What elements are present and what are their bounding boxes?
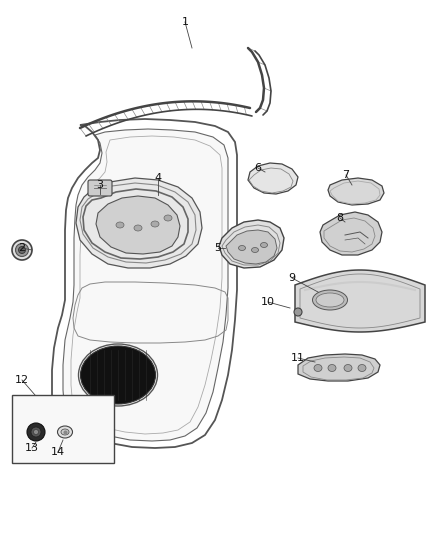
Ellipse shape — [328, 365, 336, 372]
Ellipse shape — [294, 308, 302, 316]
Ellipse shape — [18, 246, 25, 254]
Bar — [12, 395, 114, 463]
Polygon shape — [96, 196, 180, 254]
Ellipse shape — [27, 423, 45, 441]
Ellipse shape — [358, 365, 366, 372]
Polygon shape — [320, 212, 382, 255]
Text: 8: 8 — [336, 213, 343, 223]
Text: 7: 7 — [343, 170, 350, 180]
Polygon shape — [248, 163, 298, 194]
Ellipse shape — [151, 221, 159, 227]
Text: 3: 3 — [96, 180, 103, 190]
Polygon shape — [295, 270, 425, 332]
Polygon shape — [226, 230, 277, 264]
Polygon shape — [328, 178, 384, 205]
Text: 6: 6 — [254, 163, 261, 173]
Ellipse shape — [15, 244, 28, 256]
Ellipse shape — [57, 426, 73, 438]
Ellipse shape — [33, 430, 39, 434]
Ellipse shape — [261, 243, 268, 247]
Polygon shape — [298, 354, 380, 381]
Ellipse shape — [134, 225, 142, 231]
Ellipse shape — [251, 247, 258, 253]
Ellipse shape — [12, 240, 32, 260]
Text: 11: 11 — [291, 353, 305, 363]
Text: 1: 1 — [181, 17, 188, 27]
Polygon shape — [63, 129, 228, 441]
Text: 9: 9 — [289, 273, 296, 283]
Polygon shape — [219, 220, 284, 268]
Ellipse shape — [116, 222, 124, 228]
Text: 5: 5 — [215, 243, 222, 253]
Ellipse shape — [314, 365, 322, 372]
Ellipse shape — [312, 290, 347, 310]
Ellipse shape — [61, 429, 69, 435]
Ellipse shape — [164, 215, 172, 221]
Ellipse shape — [31, 427, 41, 437]
Text: 13: 13 — [25, 443, 39, 453]
FancyBboxPatch shape — [88, 180, 112, 196]
Ellipse shape — [344, 365, 352, 372]
Ellipse shape — [316, 293, 344, 307]
Polygon shape — [76, 178, 202, 268]
Ellipse shape — [239, 246, 246, 251]
Text: 10: 10 — [261, 297, 275, 307]
Text: 4: 4 — [155, 173, 162, 183]
Text: 14: 14 — [51, 447, 65, 457]
Ellipse shape — [81, 346, 155, 404]
Text: 12: 12 — [15, 375, 29, 385]
Text: 2: 2 — [18, 243, 25, 253]
